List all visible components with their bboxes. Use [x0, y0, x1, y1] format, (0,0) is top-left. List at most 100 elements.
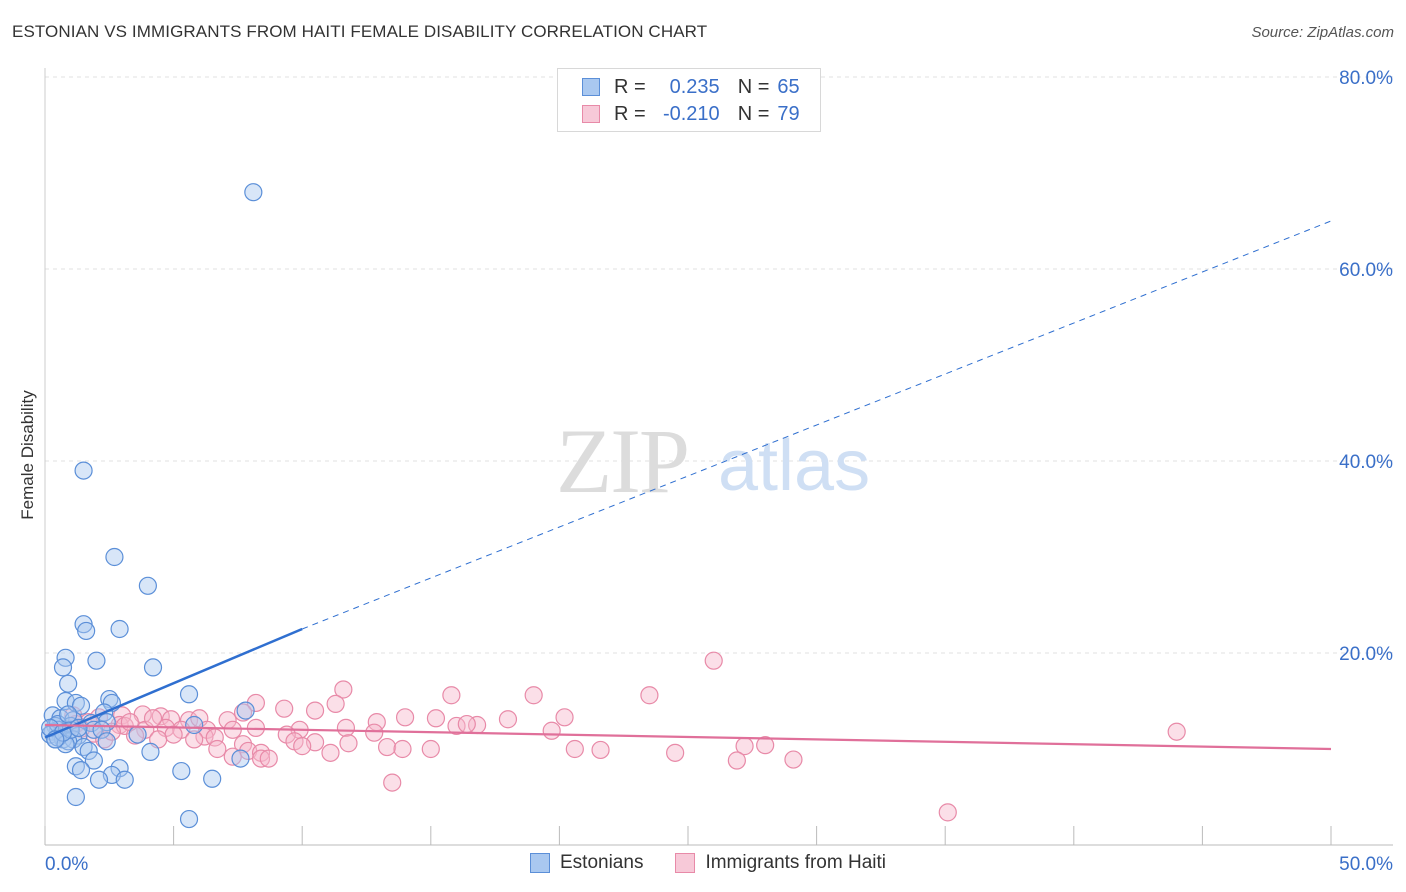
- haiti-point: [457, 714, 476, 734]
- series-legend-haiti: Immigrants from Haiti: [675, 852, 886, 874]
- haiti-point: [756, 736, 775, 755]
- series-legend-label: Estonians: [560, 852, 644, 873]
- estonian-point: [110, 619, 129, 639]
- y-tick-label: 60.0%: [1339, 260, 1393, 281]
- x-tick-label-max: 50.0%: [1339, 854, 1393, 875]
- estonian-point: [84, 751, 103, 770]
- estonian-point: [77, 621, 96, 641]
- haiti-point: [259, 749, 278, 768]
- haiti-point: [1167, 722, 1186, 741]
- legend-r-value: -0.210: [662, 102, 720, 125]
- haiti-point: [640, 686, 659, 705]
- y-axis-label: Female Disability: [18, 390, 37, 520]
- haiti-point: [383, 773, 402, 792]
- estonian-point: [59, 674, 78, 693]
- haiti-point: [336, 718, 356, 737]
- legend-swatch-blue: [582, 78, 600, 96]
- legend-r-value: 0.235: [669, 75, 720, 98]
- legend-row-estonians: R = 0.235 N = 65: [582, 75, 800, 99]
- correlation-legend: R = 0.235 N = 65 R = -0.210 N = 79: [557, 68, 821, 132]
- y-tick-label: 40.0%: [1339, 452, 1393, 473]
- y-tick-label: 80.0%: [1339, 68, 1393, 89]
- series-legend-estonians: Estonians: [530, 852, 643, 874]
- grid-lines: [45, 76, 1393, 654]
- estonian-point: [143, 658, 163, 677]
- source-credit: Source: ZipAtlas.com: [1251, 24, 1394, 41]
- estonian-point: [236, 701, 255, 720]
- haiti-point: [339, 734, 358, 753]
- estonian-point: [179, 809, 199, 829]
- legend-r-label: R =: [614, 102, 646, 125]
- estonian-point: [56, 735, 75, 754]
- haiti-point: [208, 739, 227, 759]
- haiti-point: [233, 703, 253, 722]
- estonian-point: [203, 769, 222, 788]
- tick-labels: 20.0% 40.0% 60.0% 80.0% 0.0% 50.0%: [45, 68, 1393, 875]
- haiti-point: [784, 750, 803, 769]
- haiti-point: [666, 743, 685, 762]
- haiti-point: [143, 709, 163, 728]
- series-swatch-blue: [530, 853, 550, 873]
- estonian-trend-dashed: [302, 220, 1332, 630]
- trend-lines: [44, 220, 1332, 751]
- haiti-point: [223, 720, 242, 739]
- estonian-point: [79, 741, 98, 761]
- estonian-point: [71, 761, 91, 780]
- haiti-point: [293, 737, 312, 756]
- legend-n-label: N =: [737, 75, 770, 98]
- estonian-point: [185, 715, 204, 735]
- haiti-point: [365, 723, 384, 742]
- legend-n-label: N =: [737, 102, 770, 125]
- haiti-point: [377, 737, 397, 757]
- estonian-point: [53, 658, 73, 677]
- haiti-point: [542, 721, 561, 740]
- legend-n-value: 79: [777, 102, 800, 125]
- haiti-point: [321, 743, 340, 762]
- haiti-point: [938, 803, 957, 822]
- haiti-point: [326, 694, 345, 713]
- haiti-point: [727, 751, 746, 770]
- watermark-atlas: atlas: [718, 426, 870, 506]
- haiti-point: [524, 686, 543, 705]
- estonian-point: [179, 685, 199, 704]
- legend-r-label: R =: [614, 75, 646, 98]
- haiti-point: [334, 680, 353, 699]
- haiti-point: [565, 739, 584, 759]
- haiti-point: [395, 708, 415, 727]
- estonian-point: [141, 742, 160, 761]
- y-tick-label: 20.0%: [1339, 644, 1393, 665]
- haiti-point: [246, 693, 266, 713]
- estonian-point: [231, 749, 250, 768]
- estonian-point: [172, 761, 191, 781]
- estonian-trend-solid: [44, 627, 303, 739]
- haiti-point: [591, 740, 610, 760]
- watermark-zip: ZIP: [556, 410, 688, 512]
- estonian-point: [105, 547, 124, 567]
- legend-n-value: 65: [777, 75, 800, 98]
- haiti-point: [164, 725, 183, 744]
- legend-swatch-pink: [582, 105, 600, 123]
- haiti-point: [704, 651, 723, 670]
- watermark: ZIP atlas: [556, 410, 870, 512]
- estonian-point: [71, 696, 91, 715]
- haiti-point: [393, 739, 412, 759]
- haiti-point: [442, 686, 461, 705]
- series-legend-label: Immigrants from Haiti: [705, 852, 886, 873]
- legend-row-haiti: R = -0.210 N = 79: [582, 102, 800, 126]
- haiti-point: [421, 739, 440, 759]
- estonian-point: [115, 770, 134, 789]
- series-swatch-pink: [675, 853, 696, 873]
- series-legend: Estonians Immigrants from Haiti: [530, 852, 918, 874]
- estonian-point: [244, 183, 263, 202]
- estonian-point: [89, 770, 109, 789]
- x-tick-label-min: 0.0%: [45, 854, 88, 875]
- estonian-point: [66, 787, 85, 807]
- haiti-point: [498, 710, 518, 729]
- axes: [44, 68, 1393, 846]
- haiti-point: [426, 709, 446, 728]
- haiti-point: [305, 701, 325, 720]
- haiti-point: [251, 749, 271, 768]
- estonian-point: [74, 461, 93, 480]
- haiti-point: [185, 730, 204, 749]
